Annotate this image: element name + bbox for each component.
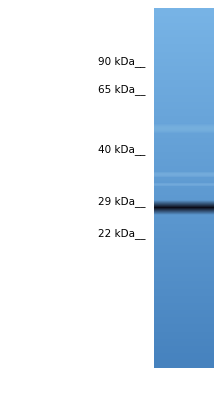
Text: 29 kDa__: 29 kDa__ bbox=[98, 196, 145, 208]
Text: 90 kDa__: 90 kDa__ bbox=[98, 56, 145, 68]
Text: 22 kDa__: 22 kDa__ bbox=[98, 228, 145, 240]
Text: 65 kDa__: 65 kDa__ bbox=[98, 84, 145, 96]
Text: 40 kDa__: 40 kDa__ bbox=[98, 144, 145, 156]
